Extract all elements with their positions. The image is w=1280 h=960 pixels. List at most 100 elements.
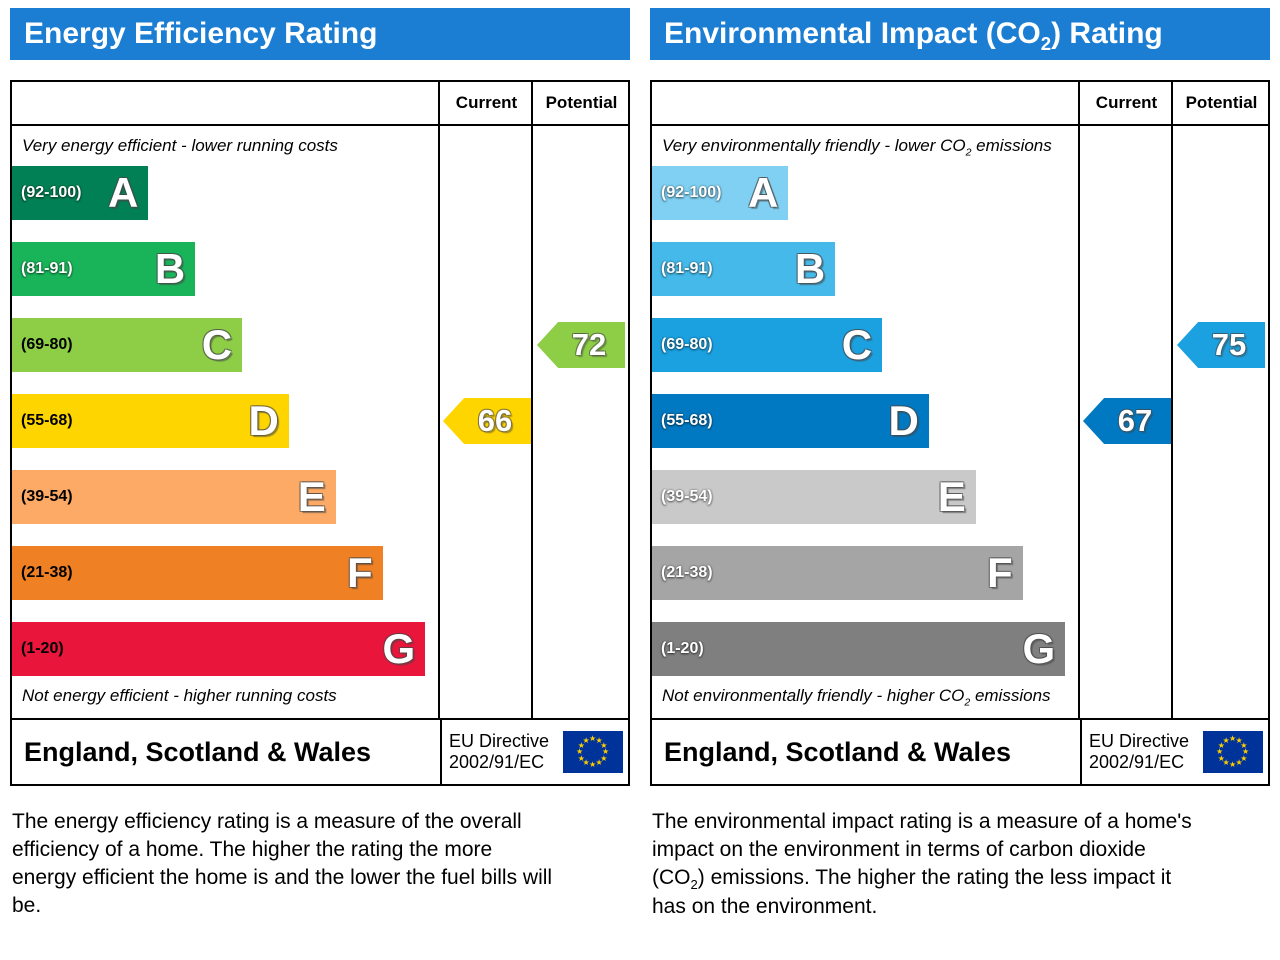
band-range-label: (69-80)	[661, 336, 713, 353]
eu-directive-label: EU Directive 2002/91/EC	[1089, 730, 1190, 772]
eu-flag-star: ★	[1217, 753, 1225, 763]
rating-bands: (92-100) A (81-91) B (69-80) C (55-68) D (39-54)…	[652, 166, 1078, 698]
chart-footer: England, Scotland & Wales EU Directive 2…	[650, 718, 1270, 786]
band-range-label: (81-91)	[661, 260, 713, 277]
top-note: Very energy efficient - lower running co…	[22, 136, 338, 155]
potential-rating-arrow: 75	[1177, 322, 1265, 368]
band-range-label: (81-91)	[21, 260, 73, 277]
band-row-f: (21-38) F	[652, 546, 1078, 600]
eu-flag-star: ★	[1235, 758, 1243, 768]
top-note: Very environmentally friendly - lower CO…	[662, 136, 1052, 159]
eu-flag-star: ★	[595, 758, 603, 768]
eu-flag-star: ★	[600, 740, 608, 750]
eu-flag-star: ★	[589, 734, 597, 743]
band-range-label: (55-68)	[21, 412, 73, 429]
band-bar: (21-38) F	[652, 546, 1023, 600]
band-row-g: (1-20) G	[12, 622, 438, 676]
column-header-divider	[652, 124, 1268, 126]
energy-efficiency-chart: Current Potential Very energy efficient …	[10, 80, 630, 720]
band-row-d: (55-68) D	[652, 394, 1078, 448]
band-letter: D	[248, 397, 279, 444]
eu-flag-star: ★	[576, 747, 584, 756]
eu-flag-star: ★	[1216, 747, 1224, 756]
eu-flag-star: ★	[1229, 760, 1237, 769]
band-range-label: (92-100)	[661, 184, 722, 201]
energy-efficiency-title: Energy Efficiency Rating	[10, 8, 630, 60]
band-letter: D	[888, 397, 919, 444]
energy-efficiency-panel: Energy Efficiency Rating Current Potenti…	[10, 8, 630, 952]
note-subscript: 2	[964, 696, 971, 708]
eu-flag-star: ★	[577, 740, 585, 750]
column-header-divider	[12, 124, 628, 126]
current-column-header: Current	[1095, 93, 1158, 112]
band-bar: (55-68) D	[652, 394, 929, 448]
eu-flag-star: ★	[1240, 740, 1248, 750]
band-row-f: (21-38) F	[12, 546, 438, 600]
eu-directive-label: EU Directive 2002/91/EC	[449, 730, 550, 772]
band-bar: (1-20) G	[12, 622, 426, 676]
band-row-b: (81-91) B	[652, 242, 1078, 296]
potential-column-divider	[531, 82, 533, 718]
eu-flag-star: ★	[1222, 758, 1230, 768]
band-range-label: (1-20)	[661, 640, 704, 657]
eu-flag-star: ★	[582, 735, 590, 745]
potential-column-header: Potential	[545, 93, 618, 112]
eu-flag: ★ ★ ★ ★ ★ ★ ★ ★ ★ ★ ★ ★	[563, 731, 623, 773]
eu-flag: ★ ★ ★ ★ ★ ★ ★ ★ ★ ★ ★ ★	[1203, 731, 1263, 773]
band-bar: (69-80) C	[652, 318, 883, 372]
region-label: England, Scotland & Wales	[664, 736, 1012, 767]
current-rating-arrow: 67	[1083, 398, 1171, 444]
eu-flag-star: ★	[1222, 735, 1230, 745]
band-letter: G	[382, 625, 416, 672]
band-letter: B	[794, 245, 826, 292]
band-bar: (92-100) A	[652, 166, 789, 220]
environmental-impact-description: The environmental impact rating is a mea…	[652, 810, 1192, 919]
band-letter: E	[297, 473, 326, 520]
eu-flag-star: ★	[577, 753, 585, 763]
band-letter: A	[107, 169, 139, 216]
band-row-e: (39-54) E	[12, 470, 438, 524]
band-letter: A	[747, 169, 779, 216]
eu-flag-star: ★	[1229, 734, 1237, 743]
band-bar: (1-20) G	[652, 622, 1066, 676]
band-range-label: (21-38)	[661, 564, 713, 581]
band-letter: F	[346, 549, 373, 596]
energy-efficiency-description: The energy efficiency rating is a measur…	[12, 810, 553, 917]
environmental-impact-title: Environmental Impact (CO2) Rating	[650, 8, 1270, 60]
band-range-label: (69-80)	[21, 336, 73, 353]
environmental-impact-chart: Current Potential Very environmentally f…	[650, 80, 1270, 720]
region-label: England, Scotland & Wales	[24, 736, 372, 767]
band-row-d: (55-68) D	[12, 394, 438, 448]
band-range-label: (39-54)	[21, 488, 73, 505]
band-bar: (39-54) E	[12, 470, 336, 524]
current-column-divider	[438, 82, 440, 718]
band-bar: (21-38) F	[12, 546, 383, 600]
current-rating-arrow: 66	[443, 398, 531, 444]
eu-flag-star: ★	[1235, 735, 1243, 745]
eu-flag-star: ★	[600, 753, 608, 763]
band-row-e: (39-54) E	[652, 470, 1078, 524]
band-row-a: (92-100) A	[12, 166, 438, 220]
band-letter: F	[986, 549, 1013, 596]
directive-cell: EU Directive 2002/91/EC ★ ★ ★ ★ ★ ★ ★ ★ ★ ★ ★ ★	[1080, 720, 1268, 784]
title-text-post: ) Rating	[1051, 17, 1163, 50]
chart-footer: England, Scotland & Wales EU Directive 2…	[10, 718, 630, 786]
potential-column-header: Potential	[1185, 93, 1258, 112]
bottom-note: Not energy efficient - higher running co…	[22, 685, 337, 705]
band-range-label: (39-54)	[661, 488, 713, 505]
band-bar: (69-80) C	[12, 318, 243, 372]
current-column-divider	[1078, 82, 1080, 718]
band-letter: E	[937, 473, 966, 520]
band-bar: (55-68) D	[12, 394, 289, 448]
description-subscript: 2	[690, 877, 698, 893]
bottom-note: Not environmentally friendly - higher CO…	[662, 685, 1051, 708]
band-bar: (81-91) B	[12, 242, 196, 296]
potential-column-divider	[1171, 82, 1173, 718]
band-letter: C	[201, 321, 233, 368]
eu-flag-star: ★	[589, 760, 597, 769]
eu-flag-star: ★	[582, 758, 590, 768]
band-range-label: (92-100)	[21, 184, 82, 201]
eu-flag-star: ★	[602, 747, 610, 756]
potential-rating-arrow: 72	[537, 322, 625, 368]
